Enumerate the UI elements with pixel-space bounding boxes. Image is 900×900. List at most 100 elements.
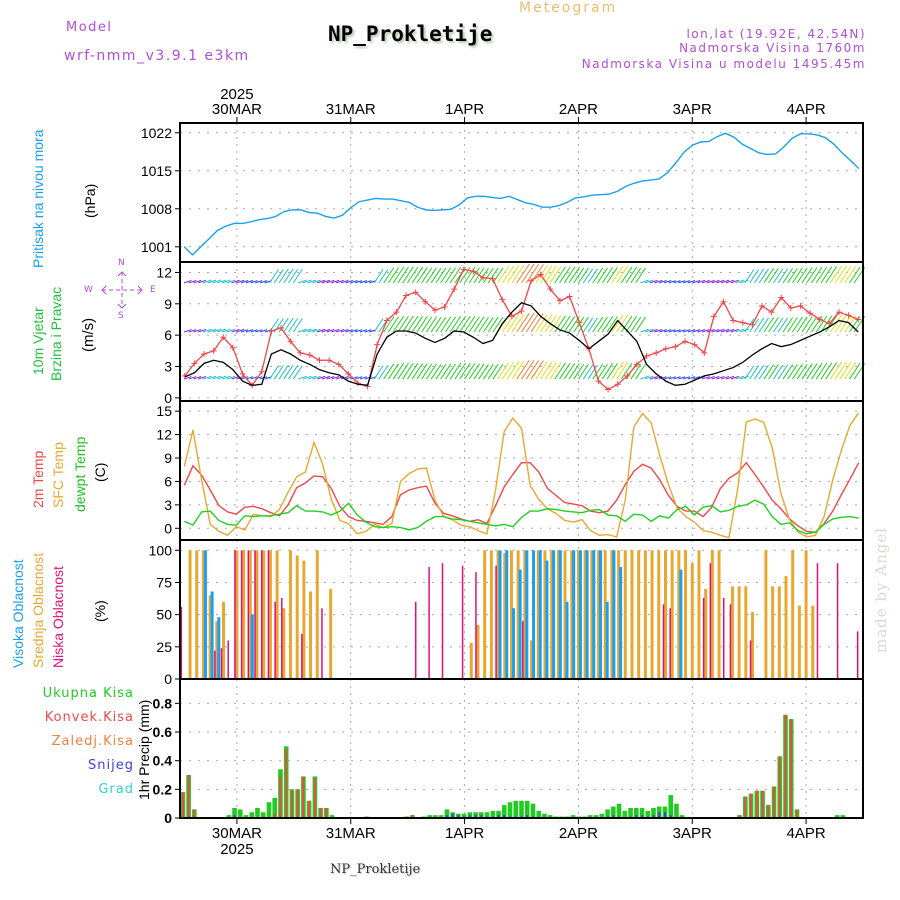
wind-barb [573,363,585,380]
wind-barb [682,280,691,284]
wind-barb [354,329,363,333]
wind-barb [316,375,326,380]
wind-barb [635,363,646,380]
gust-marker [778,294,785,301]
cloud-bar [274,601,276,679]
wind-barb [625,266,638,284]
wind-barb [711,376,720,380]
cloud-bar [530,640,534,679]
wind-barb [440,316,452,333]
wind-barb [592,316,604,333]
wind-barb [483,364,494,380]
wind-barb [554,362,566,380]
wind-barb [302,375,312,380]
wind-barb [754,268,765,284]
wind-barb [697,279,706,284]
wind-barb [825,266,838,284]
wind-barb [402,266,414,284]
panel-wind: 0 3 6 9 12 [156,261,866,406]
cloud-bar [597,550,601,679]
precip-snow-bar [658,812,661,818]
wind-barb [763,364,775,380]
wind-barb [568,363,580,380]
wind-barb [183,279,192,284]
wind-barb [787,317,798,333]
wind-barb [445,316,456,333]
cloud-bar [489,550,493,679]
wind-barb [340,376,349,380]
xtick-label-bottom: 30MAR [212,825,262,842]
wind-barb [193,328,202,333]
wind-barb [217,375,227,380]
precip-total-bar [255,807,260,818]
cloud-bar [599,550,603,679]
wind-barb [236,328,245,333]
cloud-bar [214,650,216,679]
cloud-bar [315,550,319,679]
cloud-bar [643,550,647,679]
precip-snow-bar [663,812,666,818]
cloud-bar [603,550,607,679]
wind-barb [321,328,330,333]
wind-barb [435,364,447,380]
wind-barb [682,329,691,333]
wind-barb [459,315,471,333]
wind-barb [630,316,642,333]
cloud-bar [275,550,279,679]
wind-barb [563,363,576,380]
precip-total-bar [513,800,519,818]
wind-barb [815,362,828,380]
wind-barb [292,318,303,333]
wind-barb [250,280,258,284]
precip-snow-bar [503,815,506,818]
precip-total-bar [237,809,243,818]
wind-barb [787,268,798,284]
wind-barb [749,318,760,333]
wind-barb [502,362,515,380]
wind-barb [839,265,852,284]
wind-barb [307,375,317,380]
model-label: Model [66,20,113,35]
cloud-bar [556,550,560,679]
gust-marker [518,308,525,315]
wind-barb [630,267,642,284]
wind-barb [692,376,701,380]
wind-barb [221,279,231,284]
cloud-bar [704,588,708,679]
wind-barb [620,315,633,333]
precip-total-bar [519,800,524,818]
wind-barb [673,329,681,333]
gust-marker [489,275,496,282]
wind-barb [825,362,838,380]
cloud-bar [428,567,430,679]
precip-total-bar [639,807,645,818]
precip-snow-bar [669,815,672,818]
wind-barb [511,360,525,380]
wind-barb [625,315,638,333]
wind-barb [269,269,280,284]
cloud-bar [414,601,417,679]
wind-barb [430,364,442,380]
precip-total-bar [536,810,542,818]
wind-barb [207,279,217,284]
wind-barb [421,316,433,333]
precip-conv-bar [285,749,288,818]
wind-barb [359,329,367,333]
cloud-bar [476,624,480,679]
precip-snow-bar [468,815,471,818]
wind-barb [283,364,294,380]
wind-barb [839,361,852,380]
model-elevation: Nadmorska Visina u modelu 1495.45m [581,57,866,71]
cloud-bar [321,608,323,679]
legend-frz-rain: Zaledj.Kisa [51,734,134,749]
wind-speed-series-line [184,302,859,387]
wind-barb [725,279,735,284]
wind-barb [511,313,525,333]
cloud-bar [784,576,788,679]
precip-total-bar [599,813,605,818]
wind-barb [312,375,321,380]
ytick-label: 3 [164,359,172,375]
wind-barb [292,365,303,380]
xtick-label-top: 1APR [445,101,484,118]
wind-barb [706,279,715,284]
